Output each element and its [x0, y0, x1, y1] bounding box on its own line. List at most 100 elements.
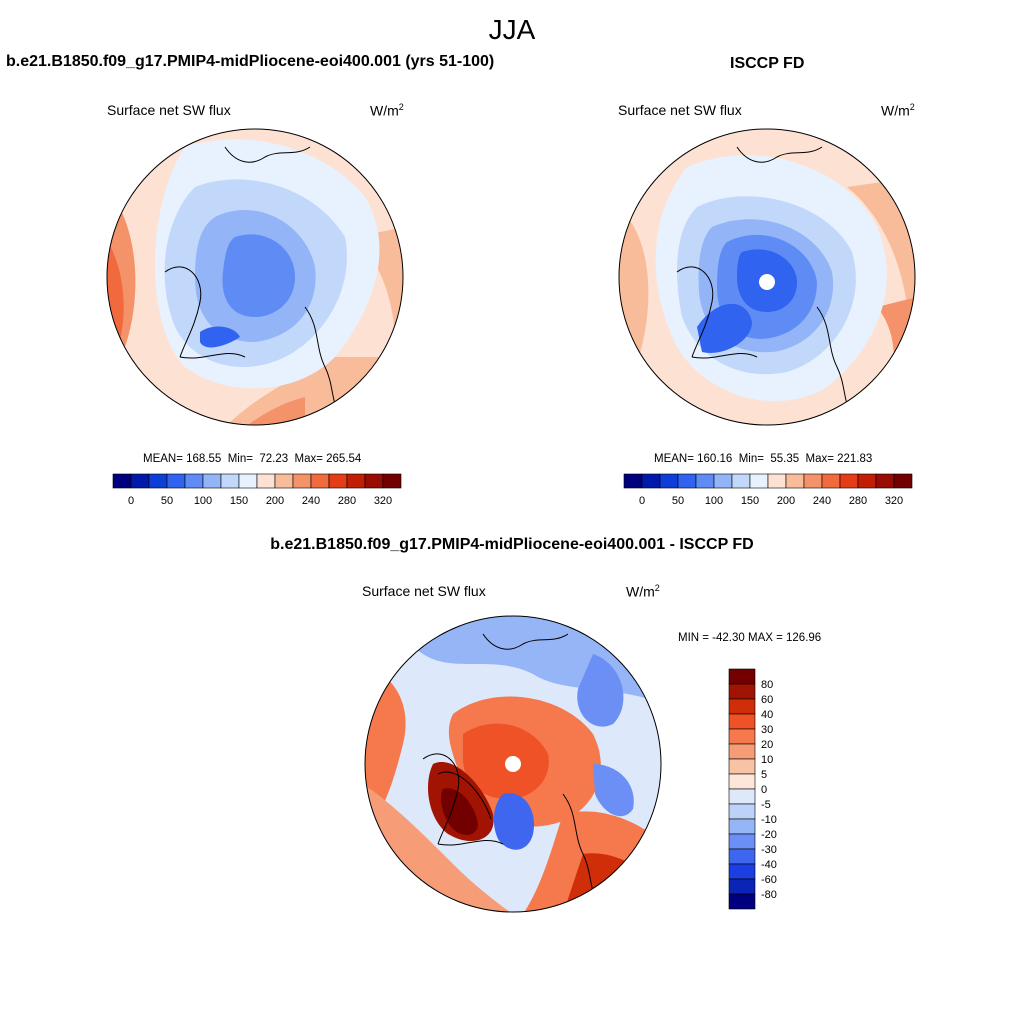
diff-colorbar: 80 60 40 30 20 10 5 0 -5 -10 -20 -30 -40 -60 -80 [728, 668, 777, 910]
diff-colorbar-tick-label: 80 [761, 679, 773, 691]
diff-colorbar-tick-label: -40 [761, 859, 777, 871]
obs-colorbar-cell [713, 473, 733, 489]
diff-colorbar-cell [728, 788, 756, 805]
diff-colorbar-cell [728, 878, 756, 895]
model-colorbar-cell [220, 473, 240, 489]
model-colorbar-cell [256, 473, 276, 489]
diff-variable-label: Surface net SW flux [362, 583, 486, 599]
model-colorbar-tick-label: 240 [302, 495, 320, 507]
obs-colorbar-cell [803, 473, 823, 489]
model-variable-label: Surface net SW flux [107, 102, 231, 118]
model-colorbar-cell [184, 473, 204, 489]
model-colorbar-cell [274, 473, 294, 489]
obs-colorbar-ticks: 0 50 100 150 200 240 280 320 [639, 495, 903, 507]
model-colorbar-cell [328, 473, 348, 489]
obs-colorbar-cell [749, 473, 769, 489]
diff-colorbar-cell [728, 683, 756, 700]
diff-colorbar-cell [728, 833, 756, 850]
diff-colorbar-cell [728, 863, 756, 880]
diff-units-label: W/m2 [626, 583, 660, 600]
obs-colorbar-cell [677, 473, 697, 489]
diff-colorbar-tick-label: 20 [761, 739, 773, 751]
model-colorbar-tick-label: 150 [230, 495, 248, 507]
model-units-label: W/m2 [370, 102, 404, 119]
obs-colorbar-cell [857, 473, 877, 489]
obs-panel-title: ISCCP FD [730, 55, 805, 72]
diff-colorbar-cell [728, 803, 756, 820]
model-colorbar-cell [292, 473, 312, 489]
model-colorbar-cell [166, 473, 186, 489]
diff-colorbar-tick-label: 0 [761, 784, 767, 796]
obs-colorbar-cell [659, 473, 679, 489]
model-colorbar-tick-label: 100 [194, 495, 212, 507]
model-panel-title: b.e21.B1850.f09_g17.PMIP4-midPliocene-eo… [6, 53, 495, 70]
obs-colorbar-cell [641, 473, 661, 489]
diff-colorbar-cells [728, 668, 756, 910]
obs-colorbar-cell [893, 473, 913, 489]
obs-colorbar-cell [767, 473, 787, 489]
diff-polar-map [364, 615, 662, 913]
model-polar-map [106, 128, 404, 426]
diff-colorbar-cell [728, 893, 756, 910]
diff-colorbar-tick-label: 5 [761, 769, 767, 781]
diff-colorbar-cell [728, 713, 756, 730]
obs-stats: MEAN= 160.16 Min= 55.35 Max= 221.83 [654, 453, 873, 465]
diff-colorbar-tick-label: -20 [761, 829, 777, 841]
model-colorbar-cell [130, 473, 150, 489]
obs-colorbar-tick-label: 320 [885, 495, 903, 507]
diff-colorbar-cell [728, 698, 756, 715]
obs-colorbar-tick-label: 100 [705, 495, 723, 507]
diff-colorbar-cell [728, 743, 756, 760]
diff-colorbar-cell [728, 848, 756, 865]
obs-colorbar-cell [785, 473, 805, 489]
model-colorbar-cell [112, 473, 132, 489]
obs-colorbar-cell [839, 473, 859, 489]
diff-colorbar-tick-label: 60 [761, 694, 773, 706]
diff-colorbar-tick-label: -60 [761, 874, 777, 886]
obs-colorbar-cell [821, 473, 841, 489]
figure-title: JJA [488, 14, 536, 45]
obs-colorbar-tick-label: 240 [813, 495, 831, 507]
diff-colorbar-ticks: 80 60 40 30 20 10 5 0 -5 -10 -20 -30 -40 -60 -80 [761, 679, 777, 901]
obs-colorbar-tick-label: 200 [777, 495, 795, 507]
model-colorbar-ticks: 0 50 100 150 200 240 280 320 [128, 495, 392, 507]
model-colorbar-cell [364, 473, 384, 489]
diff-colorbar-cell [728, 668, 756, 685]
obs-colorbar-tick-label: 0 [639, 495, 645, 507]
obs-colorbar-tick-label: 150 [741, 495, 759, 507]
diff-colorbar-tick-label: -5 [761, 799, 771, 811]
diff-colorbar-tick-label: 30 [761, 724, 773, 736]
obs-colorbar-cell [623, 473, 643, 489]
model-colorbar-tick-label: 50 [161, 495, 173, 507]
obs-variable-label: Surface net SW flux [618, 102, 742, 118]
diff-colorbar-tick-label: 10 [761, 754, 773, 766]
model-colorbar-tick-label: 0 [128, 495, 134, 507]
diff-colorbar-tick-label: 40 [761, 709, 773, 721]
obs-colorbar-cell [875, 473, 895, 489]
model-colorbar-cell [238, 473, 258, 489]
model-colorbar-cell [346, 473, 366, 489]
obs-colorbar-tick-label: 280 [849, 495, 867, 507]
obs-polar-map [618, 128, 916, 426]
model-colorbar-tick-label: 320 [374, 495, 392, 507]
obs-units-label: W/m2 [881, 102, 915, 119]
model-colorbar-cell [310, 473, 330, 489]
obs-colorbar-cells [623, 473, 913, 489]
model-colorbar-cell [202, 473, 222, 489]
obs-colorbar: 0 50 100 150 200 240 280 320 [623, 473, 913, 507]
diff-colorbar-cell [728, 758, 756, 775]
model-colorbar-cells [112, 473, 402, 489]
diff-colorbar-cell [728, 818, 756, 835]
model-colorbar: 0 50 100 150 200 240 280 320 [112, 473, 402, 507]
diff-colorbar-tick-label: -10 [761, 814, 777, 826]
model-stats: MEAN= 168.55 Min= 72.23 Max= 265.54 [143, 453, 362, 465]
model-colorbar-cell [382, 473, 402, 489]
obs-colorbar-cell [731, 473, 751, 489]
obs-colorbar-cell [695, 473, 715, 489]
diff-stats: MIN = -42.30 MAX = 126.96 [678, 632, 822, 644]
obs-colorbar-tick-label: 50 [672, 495, 684, 507]
diff-colorbar-tick-label: -30 [761, 844, 777, 856]
diff-colorbar-cell [728, 728, 756, 745]
diff-colorbar-tick-label: -80 [761, 889, 777, 901]
model-colorbar-tick-label: 200 [266, 495, 284, 507]
